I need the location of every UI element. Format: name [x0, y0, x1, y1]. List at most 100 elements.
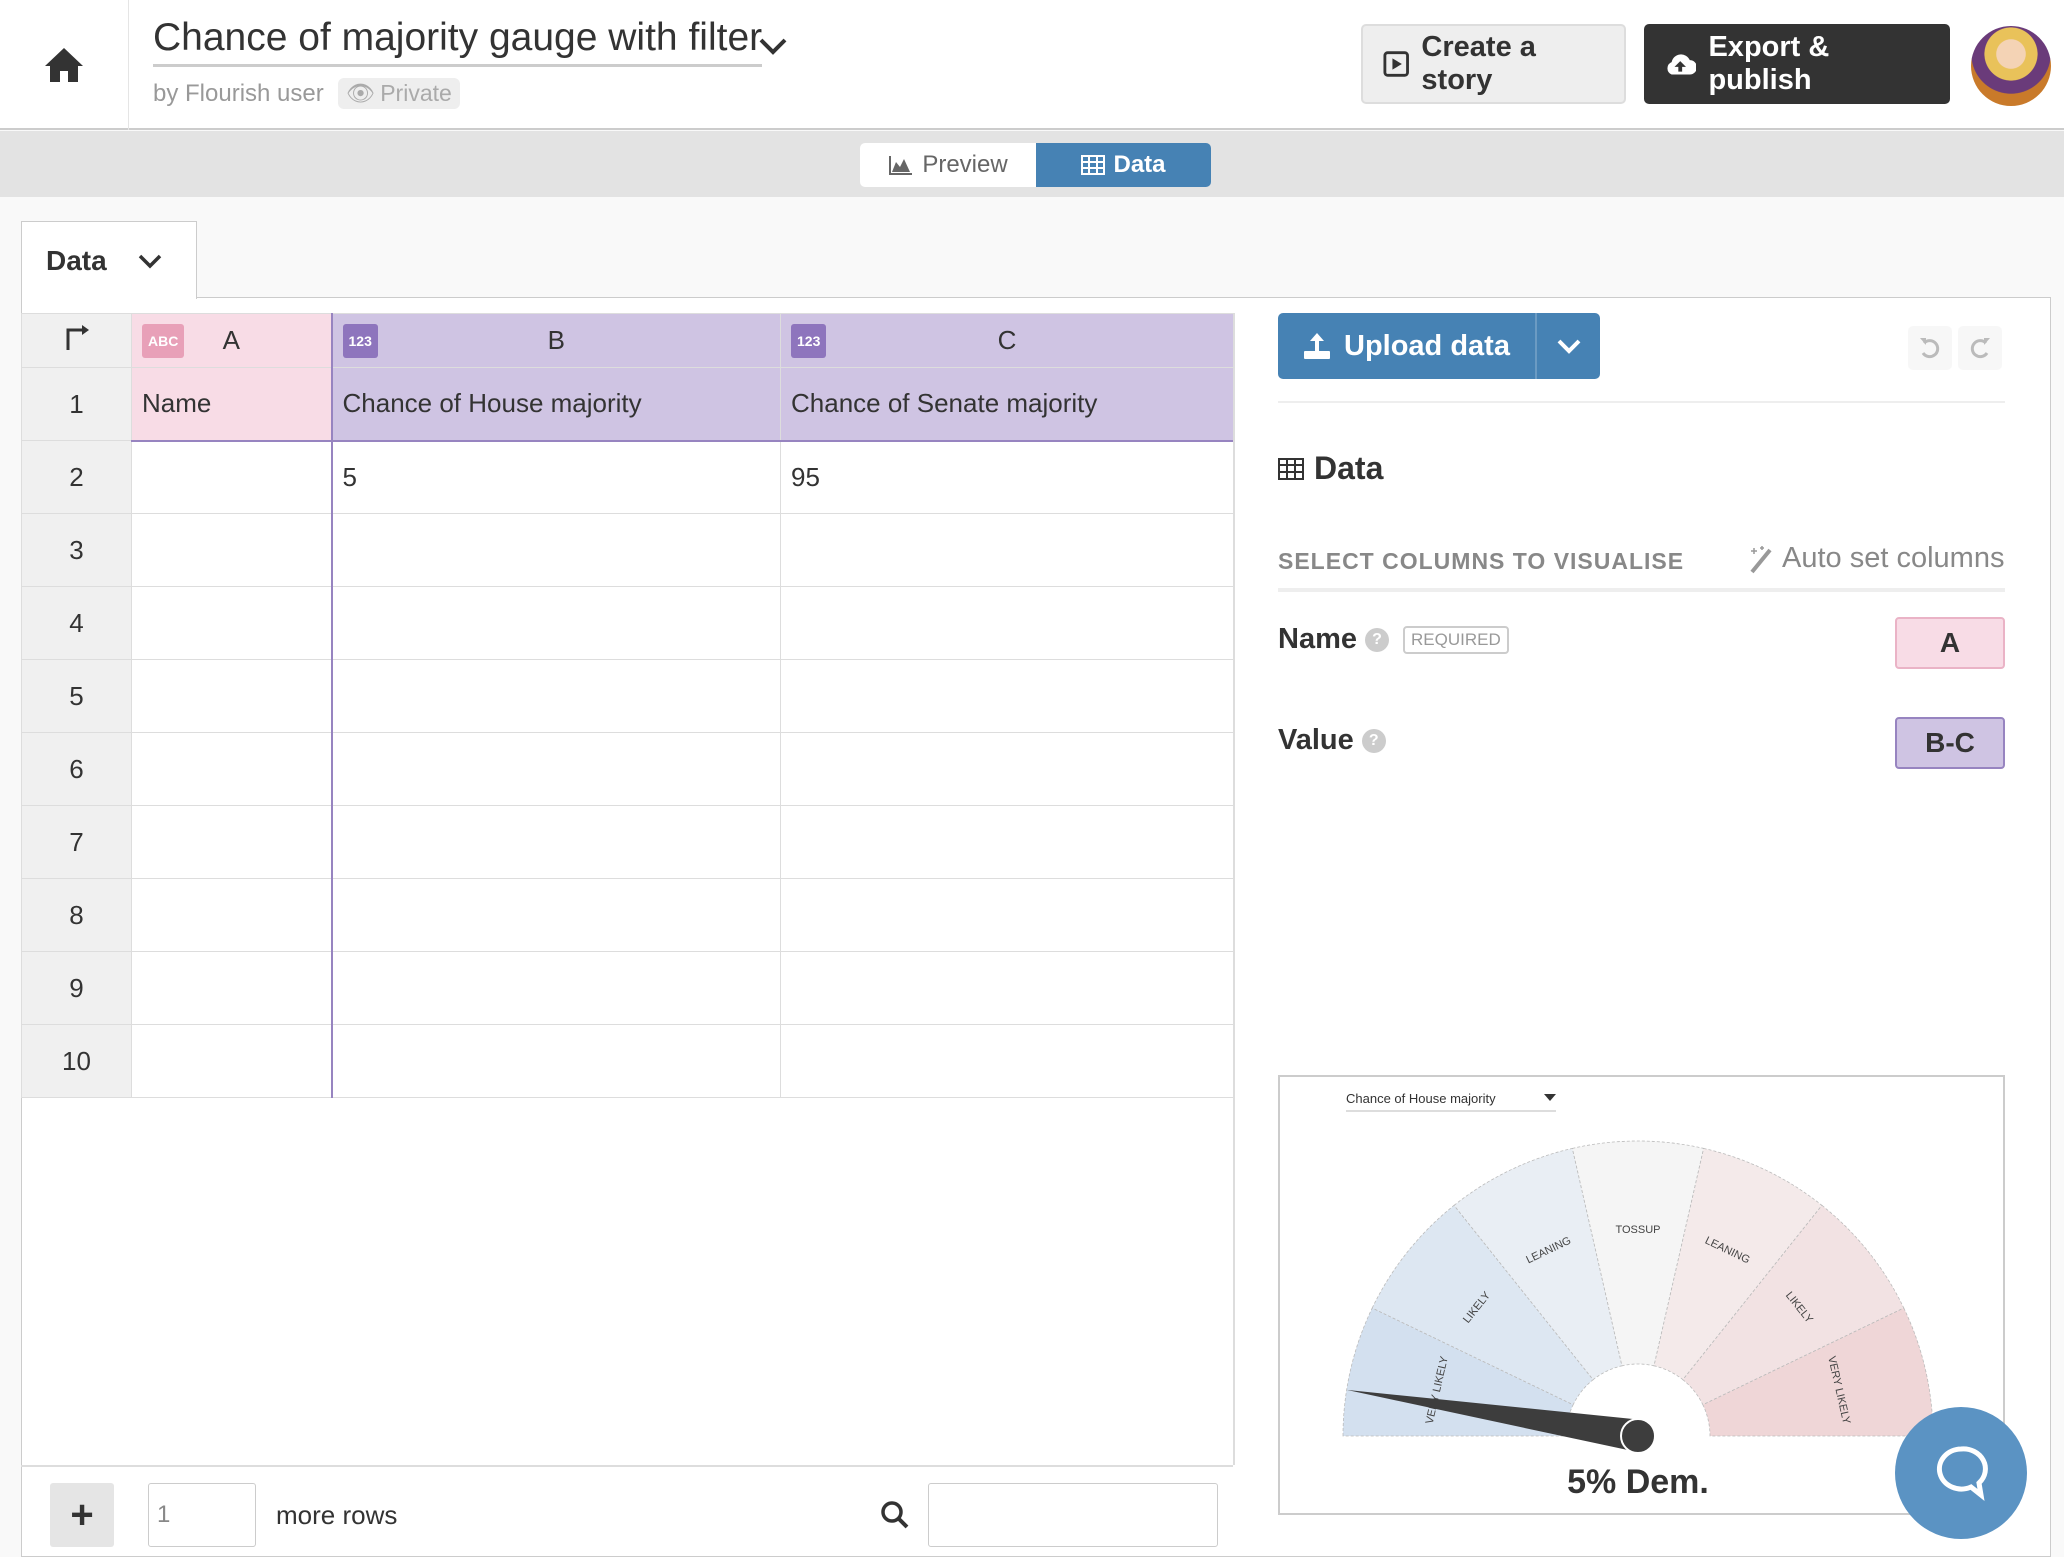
grid-footer	[21, 1465, 1233, 1555]
gauge-segment	[1682, 1204, 1905, 1406]
column-header-c[interactable]: 123 C	[780, 313, 1234, 368]
visualisation-title[interactable]: Chance of majority gauge with filter	[153, 16, 763, 67]
help-icon[interactable]: ?	[1365, 627, 1389, 652]
upload-data-main[interactable]: Upload data	[1278, 313, 1537, 379]
column-letter: A	[222, 325, 240, 355]
upload-icon	[1304, 333, 1330, 359]
cell-a[interactable]: Name	[131, 367, 333, 442]
name-binding-label: Name ? REQUIRED	[1278, 623, 1509, 656]
privacy-label: Private	[380, 80, 452, 106]
byline: by Flourish user	[153, 80, 324, 107]
divider	[1278, 588, 2005, 592]
cell-a[interactable]	[131, 659, 333, 733]
eye-icon: 👁	[346, 80, 376, 106]
cell-b[interactable]	[331, 805, 781, 879]
auto-set-columns-label: Auto set columns	[1782, 542, 2005, 574]
gauge-needle	[1346, 1389, 1641, 1453]
transpose-button[interactable]	[21, 313, 132, 368]
privacy-badge[interactable]: 👁 Private	[338, 78, 460, 109]
cell-b[interactable]: Chance of House majority	[331, 367, 781, 442]
gauge-chart: VERY LIKELYLIKELYLEANINGTOSSUPLEANINGLIK…	[1342, 1140, 1934, 1501]
cell-a[interactable]	[131, 440, 333, 514]
cell-c[interactable]	[780, 586, 1234, 660]
cell-c[interactable]	[780, 732, 1234, 806]
home-button[interactable]	[0, 0, 129, 130]
cell-b[interactable]	[331, 732, 781, 806]
user-avatar[interactable]	[1971, 26, 2051, 106]
upload-options-dropdown[interactable]	[1537, 337, 1600, 355]
search-input[interactable]	[928, 1483, 1218, 1547]
data-section-heading: Data	[1278, 450, 1383, 487]
sheet-selector[interactable]: Data	[21, 221, 197, 299]
cell-b[interactable]	[331, 951, 781, 1025]
column-header-b[interactable]: 123 B	[331, 313, 781, 368]
cell-b[interactable]	[331, 586, 781, 660]
cell-a[interactable]	[131, 586, 333, 660]
row-number: 2	[21, 440, 132, 514]
data-grid[interactable]: ABC A 123 B 123 C 1 Name Chance of House majo…	[21, 313, 1234, 1098]
home-icon	[45, 48, 83, 82]
number-type-badge: 123	[791, 324, 827, 358]
upload-data-button[interactable]: Upload data	[1278, 313, 1600, 379]
tab-data[interactable]: Data	[1036, 143, 1211, 187]
cell-a[interactable]	[131, 732, 333, 806]
gauge-segment	[1371, 1204, 1594, 1406]
cell-b[interactable]: 5	[331, 440, 781, 514]
value-column-selector[interactable]: B-C	[1895, 717, 2005, 769]
cell-c[interactable]	[780, 659, 1234, 733]
chat-support-button[interactable]	[1895, 1407, 2027, 1539]
undo-button[interactable]	[1908, 326, 1952, 370]
table-row: 5	[21, 659, 1234, 733]
chat-bubble-icon	[1936, 1446, 1988, 1502]
upload-data-label: Upload data	[1344, 329, 1510, 362]
gauge-needle-hub	[1620, 1418, 1656, 1454]
area-chart-icon	[889, 156, 913, 175]
chevron-down-icon[interactable]	[758, 36, 788, 58]
text-type-badge: ABC	[142, 324, 185, 358]
auto-set-columns-button[interactable]: Auto set columns	[1748, 542, 2004, 575]
cell-c[interactable]	[780, 951, 1234, 1025]
data-heading-text: Data	[1314, 450, 1384, 486]
cell-c[interactable]: Chance of Senate majority	[780, 367, 1234, 442]
cell-c[interactable]	[780, 805, 1234, 879]
cell-c[interactable]: 95	[780, 440, 1234, 514]
cell-b[interactable]	[331, 1024, 781, 1098]
table-row: 3	[21, 513, 1234, 587]
corner-arrow-icon	[66, 325, 89, 350]
chevron-down-icon	[1557, 339, 1580, 354]
cloud-upload-icon	[1667, 54, 1697, 75]
name-column-selector[interactable]: A	[1895, 617, 2005, 669]
cell-c[interactable]	[780, 513, 1234, 587]
tab-preview[interactable]: Preview	[860, 143, 1036, 187]
add-rows-button[interactable]: +	[50, 1483, 114, 1547]
redo-button[interactable]	[1958, 326, 2002, 370]
cell-a[interactable]	[131, 878, 333, 952]
table-row: 10	[21, 1024, 1234, 1098]
cell-a[interactable]	[131, 513, 333, 587]
name-label: Name	[1278, 623, 1357, 655]
create-story-button[interactable]: Create a story	[1361, 24, 1626, 104]
cell-c[interactable]	[780, 1024, 1234, 1098]
cell-a[interactable]	[131, 1024, 333, 1098]
gauge-segment-label: TOSSUP	[1615, 1224, 1660, 1236]
view-tab-bar: Preview Data	[0, 131, 2064, 197]
table-row: 4	[21, 586, 1234, 660]
number-type-badge: 123	[342, 324, 378, 358]
rows-count-input[interactable]	[148, 1483, 256, 1547]
cell-a[interactable]	[131, 951, 333, 1025]
export-publish-button[interactable]: Export & publish	[1644, 24, 1950, 104]
gauge-segment	[1571, 1140, 1705, 1367]
cell-c[interactable]	[780, 878, 1234, 952]
gauge-filter-dropdown[interactable]: Chance of House majority	[1346, 1086, 1556, 1112]
column-header-a[interactable]: ABC A	[131, 313, 333, 368]
row-number: 3	[21, 513, 132, 587]
cell-a[interactable]	[131, 805, 333, 879]
value-binding-label: Value ?	[1278, 724, 1386, 757]
help-icon[interactable]: ?	[1361, 728, 1386, 753]
cell-b[interactable]	[331, 878, 781, 952]
search-icon[interactable]	[880, 1500, 910, 1530]
table-row: 8	[21, 878, 1234, 952]
caret-down-icon	[1544, 1094, 1556, 1101]
cell-b[interactable]	[331, 513, 781, 587]
cell-b[interactable]	[331, 659, 781, 733]
